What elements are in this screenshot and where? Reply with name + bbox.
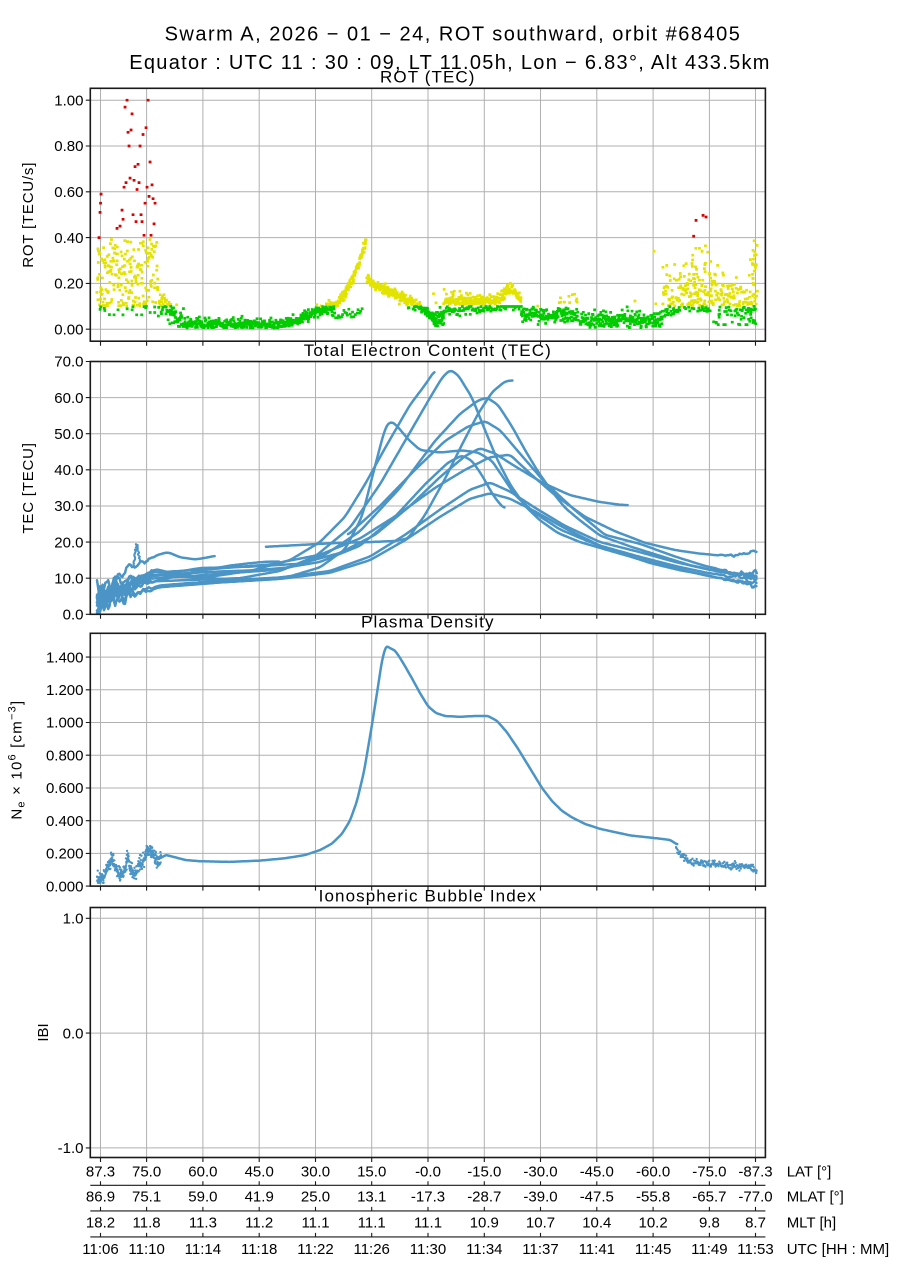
svg-text:11.1: 11.1 [358,1214,386,1231]
svg-text:11:06: 11:06 [82,1241,118,1258]
svg-text:-87.3: -87.3 [738,1163,772,1180]
svg-text:-75.0: -75.0 [692,1163,726,1180]
svg-text:IBI: IBI [35,1023,52,1041]
svg-text:0.800: 0.800 [46,747,84,764]
svg-text:0.20: 0.20 [54,276,83,293]
svg-text:MLAT [°]: MLAT [°] [787,1189,844,1206]
svg-text:-60.0: -60.0 [636,1163,670,1180]
svg-text:-65.7: -65.7 [692,1189,726,1206]
svg-text:11.1: 11.1 [414,1214,442,1231]
svg-text:Swarm A, 2026 − 01 − 24, ROT: Swarm A, 2026 − 01 − 24, ROT southward, … [165,24,742,46]
svg-text:11:14: 11:14 [185,1241,221,1258]
svg-text:30.0: 30.0 [301,1163,330,1180]
svg-text:0.600: 0.600 [46,780,84,797]
svg-text:1.00: 1.00 [54,92,83,109]
svg-text:1.200: 1.200 [46,682,84,699]
svg-text:0.80: 0.80 [54,138,83,155]
svg-text:20.0: 20.0 [54,534,83,551]
svg-text:0.000: 0.000 [46,878,84,895]
svg-text:Ne × 106 [cm−3]: Ne × 106 [cm−3] [7,700,28,820]
svg-text:9.8: 9.8 [699,1214,720,1231]
svg-text:0.0: 0.0 [63,607,84,624]
svg-text:60.0: 60.0 [54,390,83,407]
svg-text:-45.0: -45.0 [580,1163,614,1180]
svg-text:18.2: 18.2 [86,1214,115,1231]
svg-text:1.0: 1.0 [63,911,84,928]
svg-text:25.0: 25.0 [301,1189,330,1206]
svg-text:10.7: 10.7 [526,1214,555,1231]
svg-text:0.200: 0.200 [46,846,84,863]
svg-text:0.00: 0.00 [54,321,83,338]
svg-text:13.1: 13.1 [357,1189,386,1206]
svg-text:45.0: 45.0 [245,1163,274,1180]
svg-text:10.0: 10.0 [54,570,83,587]
svg-text:11.3: 11.3 [189,1214,217,1231]
svg-text:50.0: 50.0 [54,426,83,443]
svg-text:86.9: 86.9 [86,1189,115,1206]
svg-text:1.400: 1.400 [46,649,84,666]
svg-text:11:41: 11:41 [579,1241,615,1258]
svg-text:-0.0: -0.0 [415,1163,441,1180]
svg-text:Equator : UTC 11 : 30 : 09,: Equator : UTC 11 : 30 : 09, LT 11.05h, L… [129,52,771,74]
svg-text:0.40: 0.40 [54,230,83,247]
svg-text:TEC [TECU]: TEC [TECU] [20,442,37,533]
svg-text:-39.0: -39.0 [523,1189,557,1206]
svg-text:60.0: 60.0 [188,1163,217,1180]
svg-text:11:45: 11:45 [635,1241,671,1258]
svg-text:11:22: 11:22 [297,1241,333,1258]
svg-text:11.8: 11.8 [133,1214,161,1231]
svg-text:15.0: 15.0 [357,1163,386,1180]
svg-text:0.0: 0.0 [63,1025,84,1042]
svg-text:8.7: 8.7 [745,1214,766,1231]
svg-text:11:53: 11:53 [737,1241,773,1258]
svg-text:10.4: 10.4 [582,1214,611,1231]
svg-text:10.9: 10.9 [470,1214,499,1231]
svg-text:11:49: 11:49 [691,1241,727,1258]
svg-text:0.60: 0.60 [54,184,83,201]
svg-text:LAT [°]: LAT [°] [787,1163,832,1180]
svg-text:11:34: 11:34 [466,1241,502,1258]
svg-text:-1.0: -1.0 [58,1140,84,1157]
svg-text:ROT [TECU/s]: ROT [TECU/s] [20,162,37,268]
svg-text:-30.0: -30.0 [523,1163,557,1180]
svg-text:11.2: 11.2 [245,1214,273,1231]
svg-text:11:10: 11:10 [128,1241,164,1258]
svg-text:-55.8: -55.8 [636,1189,670,1206]
svg-text:11.1: 11.1 [301,1214,329,1231]
svg-text:11:26: 11:26 [353,1241,389,1258]
svg-text:30.0: 30.0 [54,498,83,515]
svg-text:ROT (TEC): ROT (TEC) [380,68,476,87]
svg-text:1.000: 1.000 [46,715,84,732]
svg-text:70.0: 70.0 [54,354,83,371]
svg-text:41.9: 41.9 [245,1189,274,1206]
svg-text:Ionospheric Bubble Index: Ionospheric Bubble Index [319,887,537,906]
svg-text:MLT [h]: MLT [h] [787,1214,836,1231]
svg-text:59.0: 59.0 [188,1189,217,1206]
svg-text:75.0: 75.0 [132,1163,161,1180]
svg-text:-28.7: -28.7 [467,1189,501,1206]
svg-text:-77.0: -77.0 [738,1189,772,1206]
svg-text:11:18: 11:18 [241,1241,277,1258]
svg-text:87.3: 87.3 [86,1163,115,1180]
svg-text:11:37: 11:37 [522,1241,558,1258]
svg-text:10.2: 10.2 [638,1214,667,1231]
svg-text:-17.3: -17.3 [411,1189,445,1206]
svg-text:Total Electron Content (TEC): Total Electron Content (TEC) [304,341,552,360]
svg-text:UTC [HH : MM]: UTC [HH : MM] [787,1241,890,1258]
svg-text:75.1: 75.1 [132,1189,161,1206]
svg-text:-47.5: -47.5 [580,1189,614,1206]
svg-text:11:30: 11:30 [410,1241,446,1258]
svg-text:0.400: 0.400 [46,813,84,830]
svg-text:-15.0: -15.0 [467,1163,501,1180]
svg-text:40.0: 40.0 [54,462,83,479]
svg-text:Plasma Density: Plasma Density [361,613,495,632]
